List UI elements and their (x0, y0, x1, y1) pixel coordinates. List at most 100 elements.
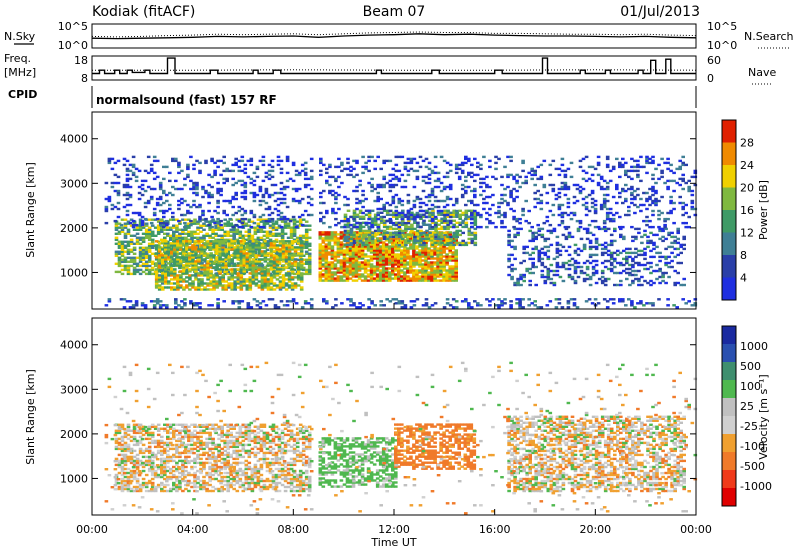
power-cell (391, 195, 396, 199)
power-cell (330, 257, 335, 260)
power-cell (193, 220, 197, 223)
power-cell (173, 286, 177, 289)
power-cell (231, 213, 235, 217)
power-cell (231, 169, 235, 173)
power-cell (457, 163, 462, 167)
power-cell (330, 275, 335, 278)
power-cell (135, 262, 140, 265)
power-cell (600, 251, 605, 255)
power-cell (215, 256, 219, 259)
power-cell (216, 165, 220, 169)
power-cell (265, 248, 270, 251)
power-cell (594, 245, 599, 249)
power-cell (454, 249, 458, 252)
power-cell (369, 251, 374, 254)
power-cell (412, 304, 417, 307)
power-cell (235, 228, 240, 231)
power-cell (454, 275, 458, 278)
power-cell (188, 248, 192, 251)
power-cell (397, 249, 401, 252)
power-cell (330, 249, 335, 252)
power-cell (260, 252, 265, 255)
power-cell (366, 245, 371, 248)
power-cell (215, 274, 219, 277)
power-cell (664, 261, 668, 265)
power-cell (277, 226, 282, 229)
power-cell (446, 227, 450, 231)
power-cell (452, 215, 456, 218)
power-cell (385, 211, 390, 214)
power-cell (409, 263, 413, 266)
power-cell (237, 300, 242, 303)
power-cell (373, 219, 378, 222)
power-cell (388, 273, 392, 276)
power-cell (230, 284, 234, 287)
power-cell (300, 223, 305, 227)
power-cell (235, 232, 240, 235)
power-cell (339, 279, 344, 282)
power-cell (367, 235, 372, 239)
power-cell (267, 163, 272, 167)
power-cell (448, 271, 452, 274)
power-cell (397, 247, 401, 250)
power-cell (128, 221, 133, 225)
power-cell (415, 259, 419, 262)
power-cell (162, 191, 166, 195)
power-cell (355, 161, 359, 165)
power-cell (378, 239, 383, 242)
power-cell (154, 280, 159, 283)
power-cell (170, 244, 174, 247)
power-cell (389, 233, 393, 237)
power-cell (196, 232, 200, 235)
power-cell (436, 265, 440, 268)
power-cell (203, 264, 207, 267)
power-cell (141, 270, 146, 274)
power-cell (622, 257, 626, 261)
power-cell (448, 257, 452, 260)
power-cell (160, 270, 164, 274)
power-cell (175, 252, 179, 255)
power-cell (333, 253, 338, 256)
power-cell (164, 252, 168, 255)
power-cell (184, 252, 188, 255)
power-cell (273, 207, 278, 211)
power-cell (205, 234, 209, 237)
power-cell (397, 253, 401, 256)
power-cell (318, 277, 323, 280)
power-cell (670, 231, 674, 235)
power-cell (421, 247, 425, 250)
power-cell (181, 238, 185, 241)
power-cell (375, 237, 380, 240)
power-cell (291, 298, 296, 301)
power-cell (398, 229, 402, 233)
power-cell (337, 165, 341, 169)
power-cell (373, 229, 378, 233)
power-cell (567, 235, 572, 239)
power-cell (415, 161, 420, 165)
power-cell (360, 239, 365, 242)
power-cell (272, 244, 277, 247)
power-cell (418, 279, 422, 282)
power-cell (379, 211, 384, 214)
power-cell (367, 217, 371, 221)
power-cell (243, 171, 248, 175)
power-cell (245, 254, 250, 257)
power-cell (290, 284, 295, 287)
power-cell (369, 247, 374, 250)
power-cell (572, 304, 577, 307)
power-cell (594, 241, 599, 245)
power-cell (339, 259, 344, 262)
power-cell (540, 227, 545, 231)
freq-left-tick-bottom: 8 (81, 72, 88, 85)
power-cell (182, 268, 186, 271)
power-cell (132, 266, 137, 270)
power-cell (388, 179, 393, 183)
power-cell (419, 217, 423, 220)
power-cell (247, 218, 252, 221)
power-cell (378, 237, 383, 240)
power-cell (155, 197, 160, 201)
power-cell (213, 173, 217, 177)
power-cell (144, 262, 149, 265)
power-cell (588, 245, 593, 249)
power-cell (304, 272, 309, 276)
